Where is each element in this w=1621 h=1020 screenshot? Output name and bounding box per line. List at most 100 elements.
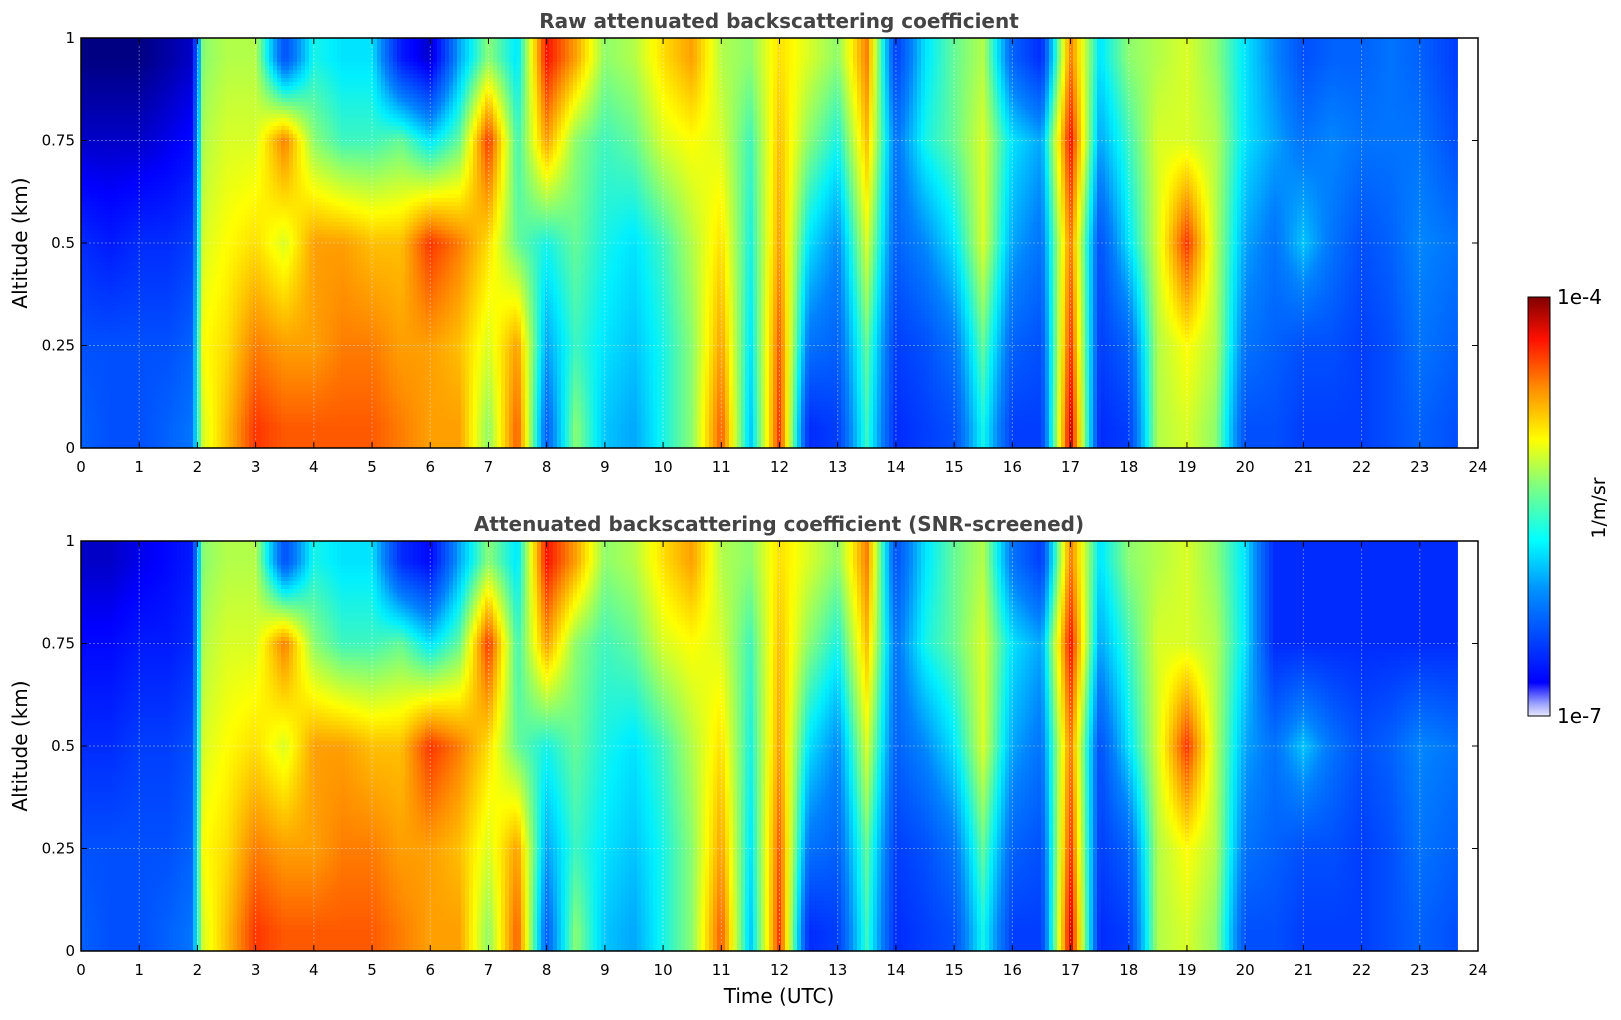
- heatmap-cell: [89, 354, 93, 358]
- heatmap-cell: [173, 366, 177, 370]
- heatmap-cell: [233, 374, 237, 378]
- heatmap-cell: [133, 382, 137, 386]
- heatmap-cell: [93, 50, 97, 54]
- heatmap-cell: [173, 318, 177, 322]
- heatmap-cell: [213, 114, 217, 118]
- heatmap-cell: [265, 50, 269, 54]
- heatmap-cell: [185, 150, 189, 154]
- heatmap-cell: [93, 86, 97, 90]
- heatmap-cell: [233, 266, 237, 270]
- heatmap-cell: [201, 210, 205, 214]
- heatmap-cell: [157, 374, 161, 378]
- heatmap-cell: [205, 318, 209, 322]
- heatmap-cell: [221, 366, 225, 370]
- heatmap-cell: [161, 194, 165, 198]
- heatmap-cell: [201, 278, 205, 282]
- heatmap-cell: [193, 274, 197, 278]
- heatmap-cell: [221, 42, 225, 46]
- heatmap-cell: [157, 306, 161, 310]
- heatmap-cell: [185, 222, 189, 226]
- heatmap-cell: [85, 162, 89, 166]
- heatmap-cell: [173, 334, 177, 338]
- heatmap-cell: [221, 222, 225, 226]
- heatmap-cell: [213, 386, 217, 390]
- heatmap-cell: [257, 154, 261, 158]
- heatmap-cell: [117, 150, 121, 154]
- heatmap-cell: [117, 50, 121, 54]
- heatmap-cell: [249, 178, 253, 182]
- heatmap-cell: [261, 50, 265, 54]
- heatmap-cell: [85, 250, 89, 254]
- heatmap-cell: [249, 394, 253, 398]
- heatmap-cell: [117, 302, 121, 306]
- heatmap-cell: [237, 98, 241, 102]
- heatmap-cell: [225, 234, 229, 238]
- heatmap-cell: [213, 126, 217, 130]
- heatmap-cell: [185, 442, 189, 446]
- heatmap-cell: [169, 422, 173, 426]
- heatmap-cell: [169, 146, 173, 150]
- heatmap-cell: [181, 250, 185, 254]
- heatmap-cell: [205, 366, 209, 370]
- heatmap-cell: [145, 170, 149, 174]
- heatmap-cell: [241, 110, 245, 114]
- heatmap-cell: [101, 226, 105, 230]
- heatmap-cell: [93, 422, 97, 426]
- heatmap-cell: [261, 174, 265, 178]
- heatmap-cell: [109, 294, 113, 298]
- heatmap-cell: [117, 122, 121, 126]
- heatmap-cell: [193, 78, 197, 82]
- heatmap-cell: [237, 214, 241, 218]
- heatmap-cell: [145, 238, 149, 242]
- heatmap-cell: [101, 406, 105, 410]
- heatmap-cell: [221, 410, 225, 414]
- heatmap-cell: [121, 190, 125, 194]
- heatmap-cell: [213, 406, 217, 410]
- heatmap-cell: [193, 126, 197, 130]
- heatmap-cell: [233, 378, 237, 382]
- heatmap-cell: [201, 406, 205, 410]
- heatmap-cell: [205, 386, 209, 390]
- heatmap-cell: [233, 118, 237, 122]
- heatmap-cell: [229, 414, 233, 418]
- heatmap-cell: [193, 282, 197, 286]
- heatmap-cell: [165, 270, 169, 274]
- heatmap-cell: [169, 366, 173, 370]
- heatmap-cell: [169, 198, 173, 202]
- heatmap-cell: [185, 46, 189, 50]
- heatmap-cell: [225, 386, 229, 390]
- heatmap-cell: [273, 106, 277, 110]
- heatmap-cell: [117, 274, 121, 278]
- heatmap-cell: [121, 418, 125, 422]
- heatmap-cell: [153, 230, 157, 234]
- heatmap-cell: [189, 358, 193, 362]
- heatmap-cell: [241, 306, 245, 310]
- heatmap-cell: [233, 114, 237, 118]
- heatmap-cell: [141, 166, 145, 170]
- heatmap-cell: [93, 258, 97, 262]
- heatmap-cell: [93, 194, 97, 198]
- heatmap-cell: [209, 358, 213, 362]
- heatmap-cell: [249, 282, 253, 286]
- heatmap-cell: [177, 134, 181, 138]
- heatmap-cell: [153, 298, 157, 302]
- heatmap-cell: [237, 226, 241, 230]
- heatmap-cell: [157, 398, 161, 402]
- heatmap-cell: [133, 442, 137, 446]
- heatmap-cell: [161, 66, 165, 70]
- heatmap-cell: [157, 142, 161, 146]
- heatmap-cell: [153, 62, 157, 66]
- heatmap-cell: [101, 382, 105, 386]
- heatmap-cell: [185, 102, 189, 106]
- heatmap-cell: [93, 378, 97, 382]
- heatmap-cell: [245, 42, 249, 46]
- heatmap-cell: [249, 294, 253, 298]
- heatmap-cell: [257, 382, 261, 386]
- heatmap-cell: [141, 46, 145, 50]
- heatmap-cell: [109, 186, 113, 190]
- heatmap-cell: [165, 350, 169, 354]
- heatmap-cell: [257, 390, 261, 394]
- heatmap-cell: [129, 334, 133, 338]
- heatmap-cell: [177, 254, 181, 258]
- heatmap-cell: [93, 130, 97, 134]
